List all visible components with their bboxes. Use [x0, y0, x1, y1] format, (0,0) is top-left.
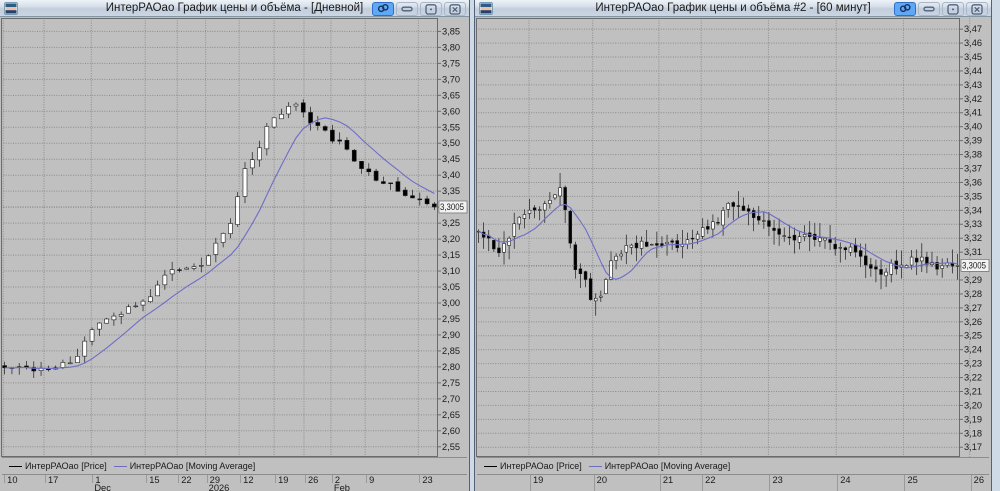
svg-text:2,70: 2,70 — [442, 394, 460, 404]
svg-text:3,44: 3,44 — [964, 66, 982, 76]
svg-text:3,20: 3,20 — [442, 234, 460, 244]
svg-text:3,37: 3,37 — [964, 164, 982, 174]
svg-text:3,28: 3,28 — [964, 289, 982, 299]
svg-text:3,46: 3,46 — [964, 38, 982, 48]
svg-text:3,40: 3,40 — [442, 170, 460, 180]
svg-text:3,05: 3,05 — [442, 282, 460, 292]
svg-text:3,22: 3,22 — [964, 373, 982, 383]
svg-text:3,21: 3,21 — [964, 387, 982, 397]
svg-text:3,75: 3,75 — [442, 58, 460, 68]
svg-text:2,90: 2,90 — [442, 330, 460, 340]
svg-text:2,95: 2,95 — [442, 314, 460, 324]
svg-text:3,3005: 3,3005 — [962, 260, 986, 270]
svg-text:3,15: 3,15 — [442, 250, 460, 260]
svg-text:3,47: 3,47 — [964, 24, 982, 34]
svg-text:3,24: 3,24 — [964, 345, 982, 355]
svg-text:3,17: 3,17 — [964, 442, 982, 452]
svg-text:3,3005: 3,3005 — [440, 202, 464, 212]
svg-text:3,33: 3,33 — [964, 219, 982, 229]
svg-text:3,20: 3,20 — [964, 400, 982, 410]
svg-text:3,31: 3,31 — [964, 247, 982, 257]
svg-text:3,36: 3,36 — [964, 177, 982, 187]
svg-text:3,18: 3,18 — [964, 428, 982, 438]
svg-text:3,39: 3,39 — [964, 136, 982, 146]
svg-text:3,45: 3,45 — [442, 154, 460, 164]
svg-text:3,41: 3,41 — [964, 108, 982, 118]
svg-text:3,25: 3,25 — [964, 331, 982, 341]
svg-text:3,43: 3,43 — [964, 80, 982, 90]
svg-text:2,75: 2,75 — [442, 378, 460, 388]
svg-text:3,19: 3,19 — [964, 414, 982, 424]
svg-text:3,29: 3,29 — [964, 275, 982, 285]
svg-text:3,26: 3,26 — [964, 317, 982, 327]
svg-text:3,55: 3,55 — [442, 122, 460, 132]
svg-text:2,85: 2,85 — [442, 346, 460, 356]
svg-text:2,65: 2,65 — [442, 410, 460, 420]
svg-text:3,50: 3,50 — [442, 138, 460, 148]
svg-text:3,80: 3,80 — [442, 42, 460, 52]
svg-text:3,70: 3,70 — [442, 74, 460, 84]
svg-text:3,27: 3,27 — [964, 303, 982, 313]
svg-text:3,35: 3,35 — [442, 186, 460, 196]
svg-text:3,45: 3,45 — [964, 52, 982, 62]
svg-text:2,60: 2,60 — [442, 426, 460, 436]
svg-text:3,40: 3,40 — [964, 122, 982, 132]
svg-text:3,65: 3,65 — [442, 90, 460, 100]
svg-text:3,42: 3,42 — [964, 94, 982, 104]
svg-text:3,23: 3,23 — [964, 359, 982, 369]
svg-text:3,32: 3,32 — [964, 233, 982, 243]
svg-text:3,35: 3,35 — [964, 191, 982, 201]
svg-text:3,60: 3,60 — [442, 106, 460, 116]
svg-text:3,25: 3,25 — [442, 218, 460, 228]
svg-text:2,55: 2,55 — [442, 442, 460, 452]
svg-text:3,34: 3,34 — [964, 205, 982, 215]
svg-text:3,85: 3,85 — [442, 26, 460, 36]
svg-text:3,10: 3,10 — [442, 266, 460, 276]
svg-text:3,38: 3,38 — [964, 150, 982, 160]
svg-text:2,80: 2,80 — [442, 362, 460, 372]
svg-text:3,00: 3,00 — [442, 298, 460, 308]
